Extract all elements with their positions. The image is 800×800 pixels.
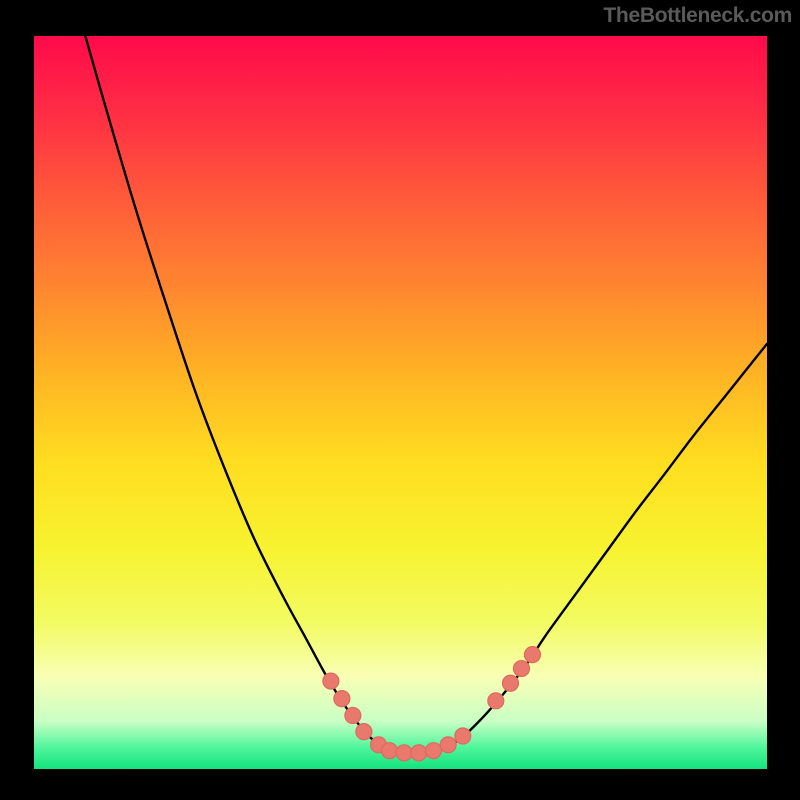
data-marker: [502, 675, 518, 691]
data-marker: [513, 661, 529, 677]
data-marker: [345, 707, 361, 723]
chart-svg: [0, 0, 800, 800]
data-marker: [425, 743, 441, 759]
data-marker: [396, 745, 412, 761]
watermark-text: TheBottleneck.com: [603, 4, 792, 28]
data-marker: [488, 693, 504, 709]
chart-container: TheBottleneck.com: [0, 0, 800, 800]
data-marker: [411, 745, 427, 761]
data-marker: [440, 737, 456, 753]
data-marker: [334, 691, 350, 707]
data-marker: [455, 728, 471, 744]
data-marker: [524, 647, 540, 663]
plot-background: [34, 36, 767, 769]
data-marker: [356, 724, 372, 740]
data-marker: [323, 673, 339, 689]
data-marker: [382, 743, 398, 759]
